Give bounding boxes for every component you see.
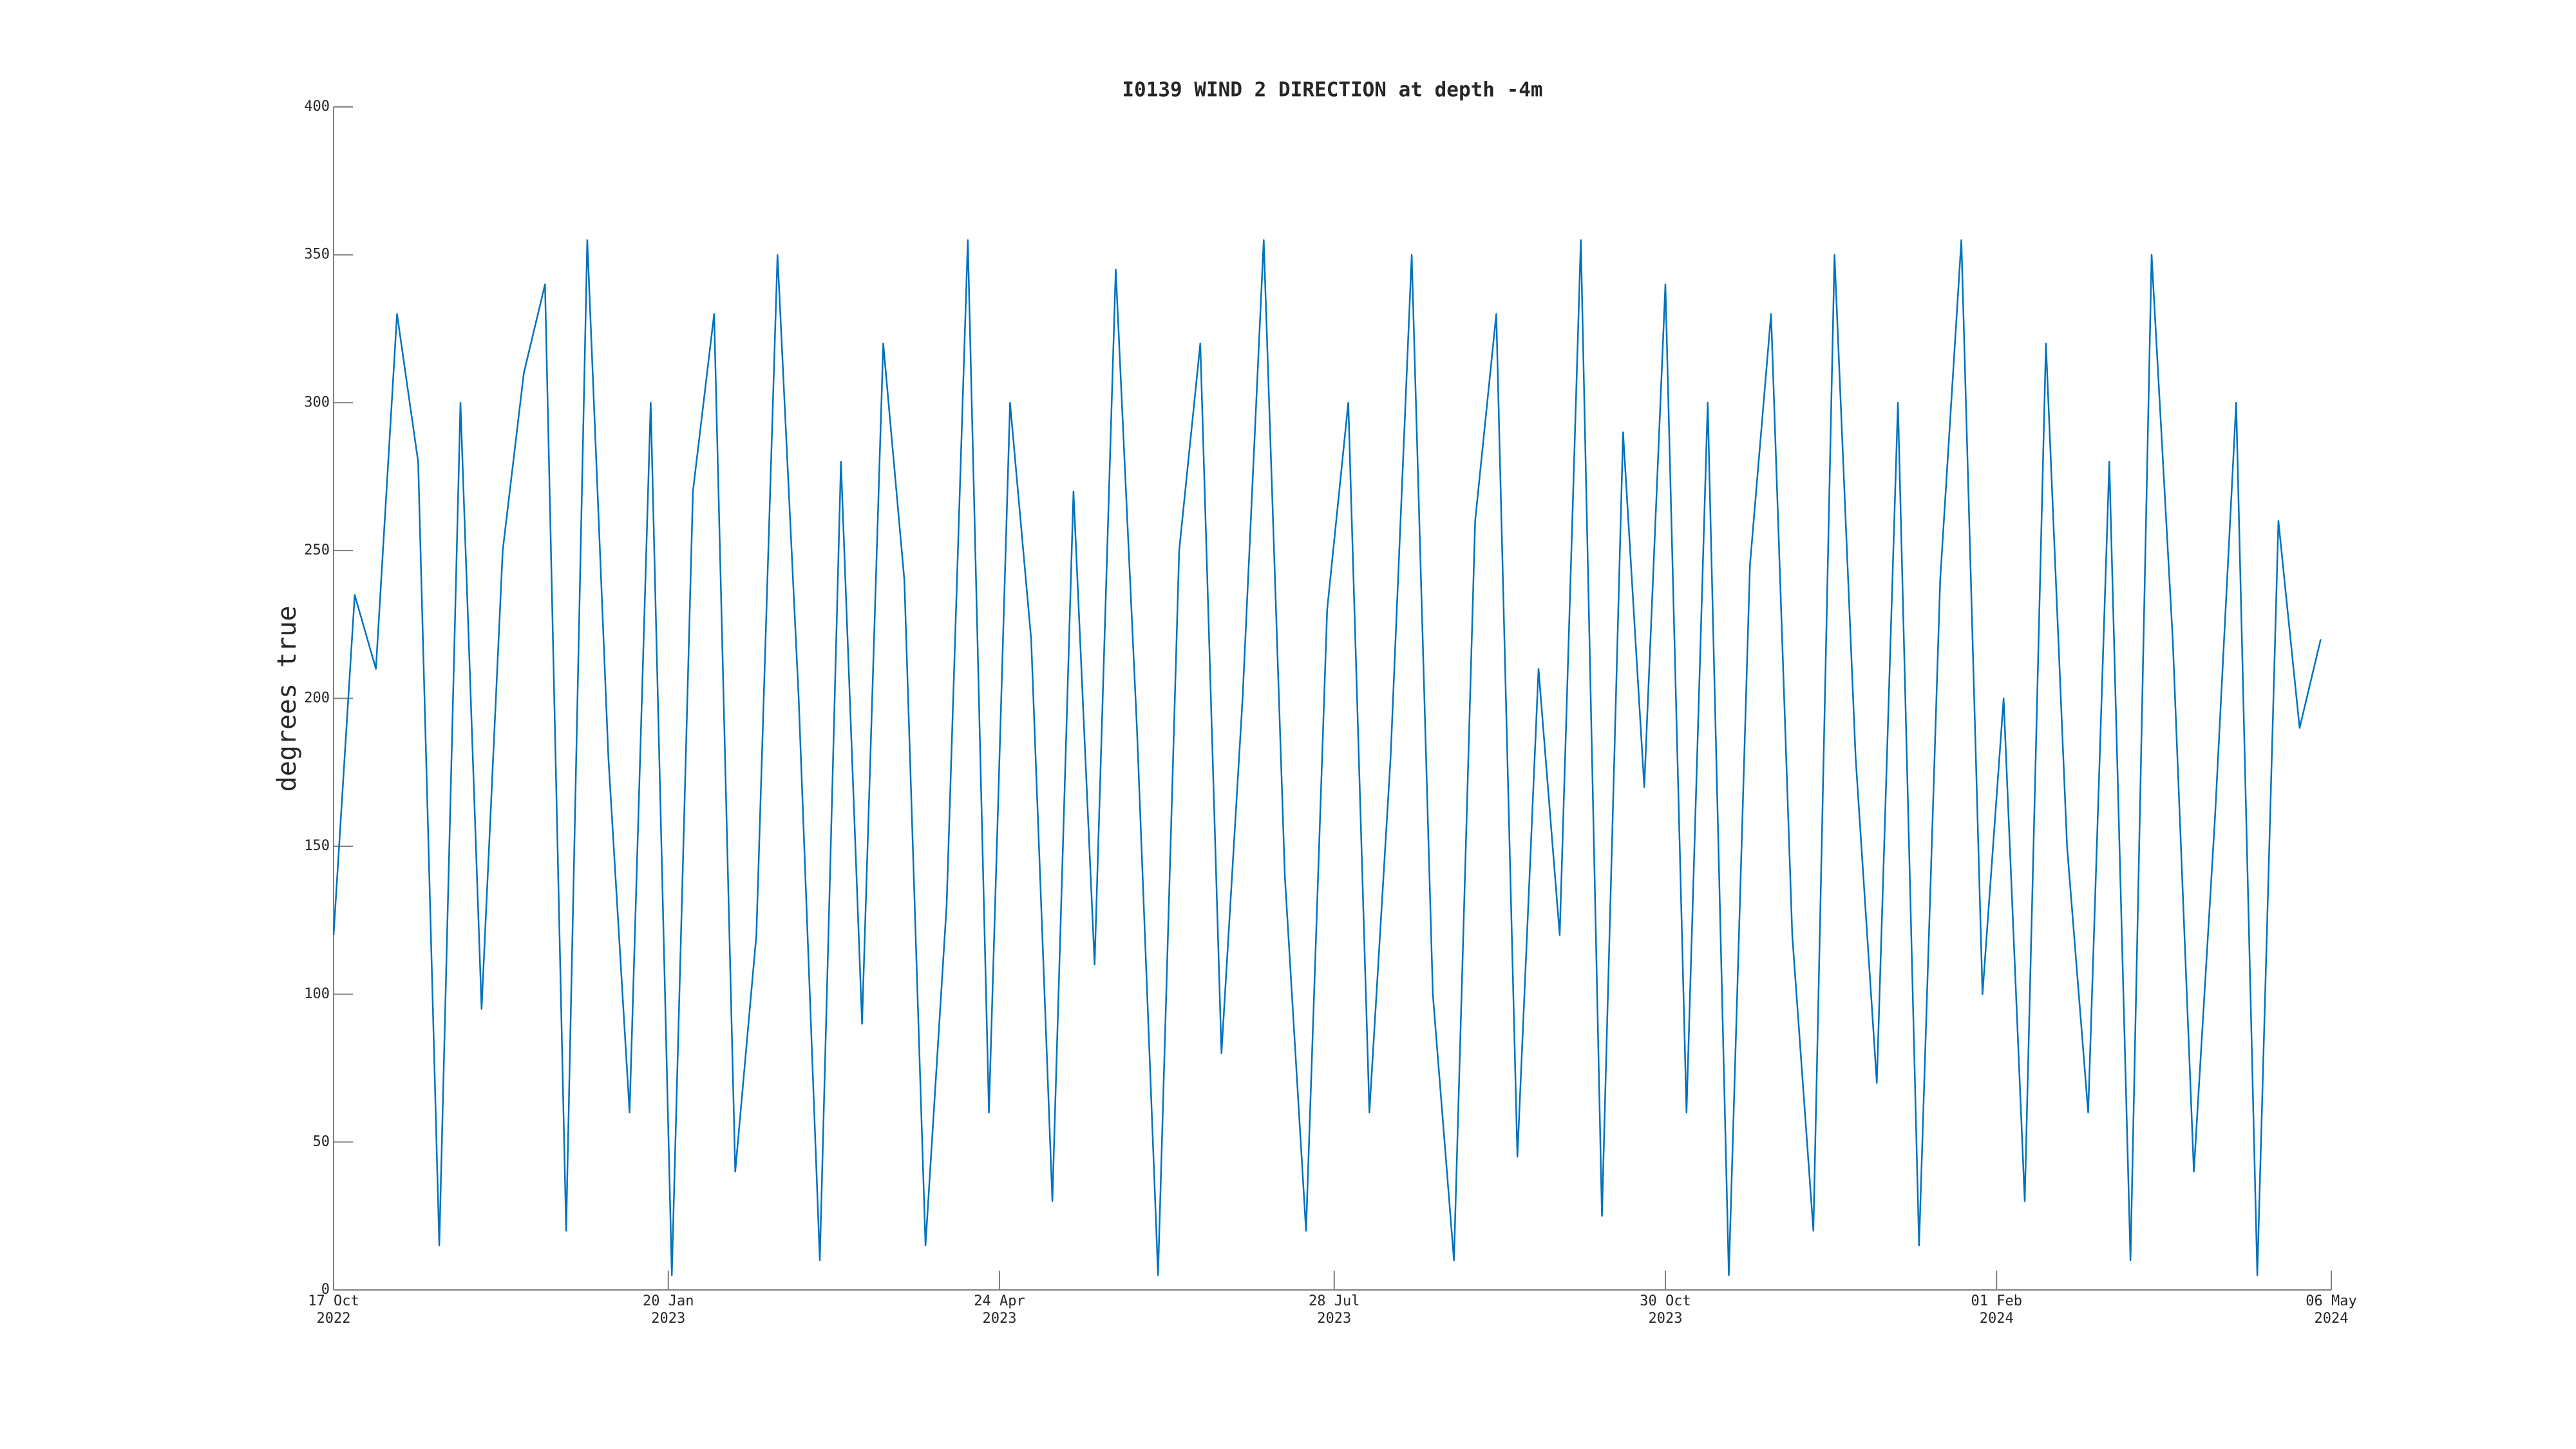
x-tick-label: 24 Apr 2023 (974, 1293, 1025, 1327)
y-tick-label: 150 (304, 838, 330, 854)
y-axis-label: degrees true (272, 606, 302, 792)
x-tick-label: 28 Jul 2023 (1308, 1293, 1360, 1327)
y-tick-label: 0 (321, 1282, 330, 1298)
x-tick-label: 30 Oct 2023 (1640, 1293, 1691, 1327)
y-tick-label: 50 (313, 1133, 330, 1150)
x-tick-label: 06 May 2024 (2306, 1293, 2357, 1327)
y-tick-label: 200 (304, 690, 330, 706)
x-tick-label: 20 Jan 2023 (642, 1293, 694, 1327)
y-tick-label: 350 (304, 247, 330, 263)
y-tick-label: 250 (304, 542, 330, 558)
y-tick-label: 100 (304, 986, 330, 1002)
data-line (332, 239, 2322, 1276)
y-tick-label: 400 (304, 99, 330, 115)
y-tick-label: 300 (304, 394, 330, 410)
x-tick-label: 01 Feb 2024 (1971, 1293, 2022, 1327)
chart-title: I0139 WIND 2 DIRECTION at depth -4m (1122, 79, 1542, 102)
x-tick-label: 17 Oct 2022 (308, 1293, 359, 1327)
